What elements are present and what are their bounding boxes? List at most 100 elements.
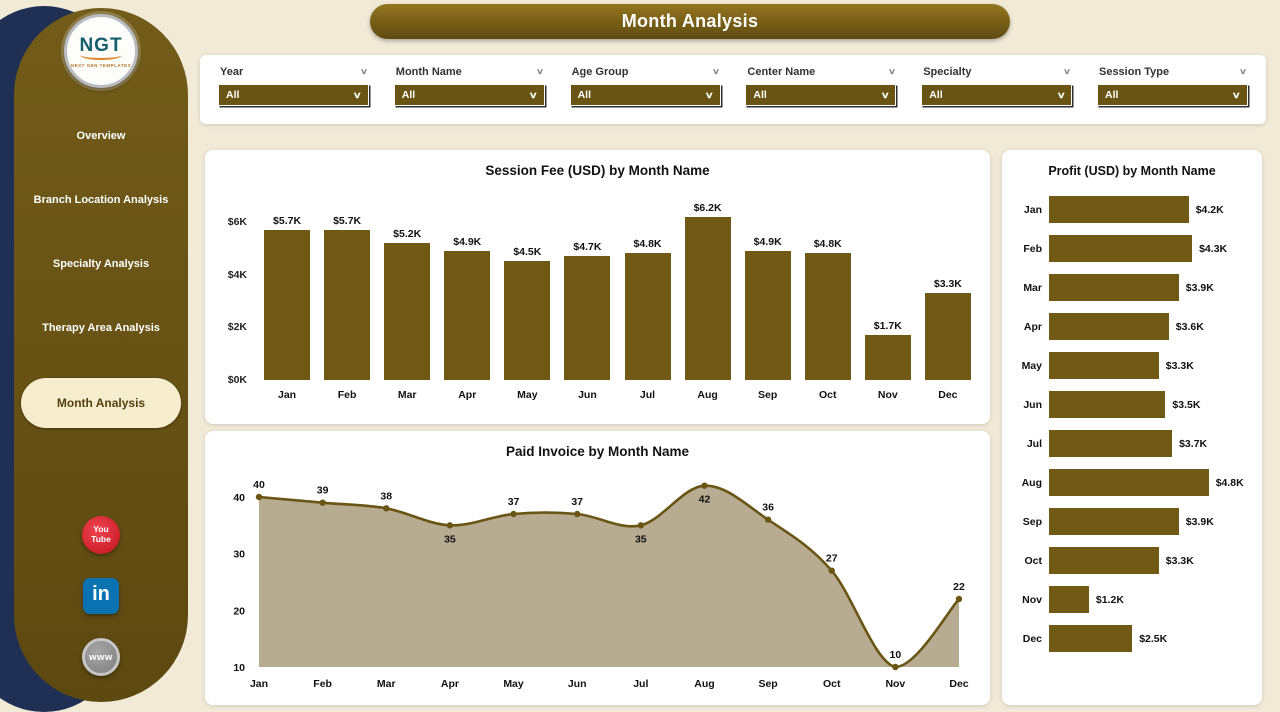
bar[interactable]: [1049, 469, 1209, 496]
point-value-label: 35: [635, 533, 647, 545]
bar[interactable]: [744, 250, 791, 380]
chevron-down-icon[interactable]: ∨: [1238, 67, 1248, 76]
bar[interactable]: [1049, 352, 1159, 379]
chevron-down-icon[interactable]: ∨: [528, 89, 539, 100]
x-axis-label: Oct: [823, 678, 841, 690]
y-tick-label: $0K: [227, 374, 247, 386]
data-point[interactable]: [892, 663, 899, 671]
logo-subtext: NEXT GEN TEMPLATES: [70, 62, 132, 68]
x-axis-label: Jun: [578, 389, 597, 401]
data-point[interactable]: [573, 510, 581, 518]
bar[interactable]: [384, 242, 431, 380]
sidebar-item-specialty-analysis[interactable]: Specialty Analysis: [52, 258, 150, 271]
data-point[interactable]: [828, 567, 835, 574]
bar-column-sep: $4.9K Sep: [738, 236, 798, 401]
bar[interactable]: [1049, 430, 1173, 457]
bar[interactable]: [684, 216, 731, 380]
bar-value-label: $6.2K: [693, 201, 722, 214]
data-point[interactable]: [255, 493, 263, 501]
filter-dropdown[interactable]: All ∨: [218, 84, 369, 106]
bar[interactable]: [804, 253, 851, 380]
data-point[interactable]: [701, 482, 708, 489]
sidebar-item-overview[interactable]: Overview: [76, 130, 126, 143]
bar[interactable]: [624, 253, 671, 380]
x-axis-label: Sep: [758, 678, 777, 690]
data-point[interactable]: [446, 522, 454, 529]
bar[interactable]: [924, 293, 971, 380]
bar-column-oct: $4.8K Oct: [798, 238, 858, 401]
y-tick-label: $6K: [227, 215, 247, 228]
bar-value-label: $2.5K: [1139, 632, 1168, 645]
profit-row-nov: Nov $1.2K: [1014, 580, 1256, 619]
point-value-label: 38: [380, 490, 392, 502]
data-point[interactable]: [383, 505, 390, 512]
bar[interactable]: [1049, 508, 1179, 535]
filter-value: All: [226, 89, 240, 101]
bar[interactable]: [1049, 313, 1169, 340]
sidebar-item-branch-location-analysis[interactable]: Branch Location Analysis: [33, 194, 169, 207]
bar-value-label: $4.5K: [513, 246, 542, 259]
bar-value-label: $5.7K: [273, 214, 302, 227]
y-tick-label: 30: [233, 549, 245, 561]
data-point[interactable]: [510, 510, 517, 518]
bar[interactable]: [1049, 586, 1089, 613]
filter-dropdown[interactable]: All ∨: [745, 84, 897, 106]
point-value-label: 40: [253, 479, 265, 491]
bar[interactable]: [1049, 196, 1189, 223]
bar-column-nov: $1.7K Nov: [858, 320, 918, 401]
bar-value-label: $3.3K: [1165, 359, 1194, 372]
chevron-down-icon[interactable]: ∨: [880, 89, 890, 100]
chevron-down-icon[interactable]: ∨: [704, 89, 714, 100]
linkedin-icon[interactable]: in: [83, 578, 119, 614]
sidebar-item-therapy-area-analysis[interactable]: Therapy Area Analysis: [42, 322, 160, 335]
bar[interactable]: [1049, 274, 1179, 301]
filter-center-name: Center Name ∨ All ∨: [745, 66, 897, 124]
bar[interactable]: [1049, 391, 1166, 418]
y-axis-label: Apr: [1023, 320, 1042, 333]
filter-value: All: [929, 89, 943, 101]
x-axis-label: Feb: [313, 678, 332, 690]
filter-dropdown[interactable]: All ∨: [569, 84, 721, 106]
bar-column-dec: $3.3K Dec: [918, 278, 978, 401]
profit-row-sep: Sep $3.9K: [1014, 502, 1256, 541]
filter-dropdown[interactable]: All ∨: [393, 84, 545, 106]
y-axis: $0K $2K $4K $6K: [215, 206, 251, 386]
filter-dropdown[interactable]: All ∨: [921, 84, 1073, 106]
data-point[interactable]: [637, 522, 645, 529]
bar-value-label: $3.3K: [933, 278, 962, 290]
bar[interactable]: [504, 261, 551, 380]
website-icon[interactable]: www: [82, 638, 120, 676]
bar[interactable]: [1049, 625, 1133, 652]
logo-swoosh-icon: [80, 50, 122, 60]
page-title: Month Analysis: [370, 4, 1010, 39]
data-point[interactable]: [319, 499, 326, 506]
y-tick-label: $2K: [227, 321, 247, 334]
youtube-icon[interactable]: You Tube: [82, 516, 120, 554]
chevron-down-icon[interactable]: ∨: [887, 67, 896, 76]
x-axis-label: Jun: [568, 678, 587, 690]
chevron-down-icon[interactable]: ∨: [711, 67, 720, 76]
chevron-down-icon[interactable]: ∨: [353, 89, 363, 100]
bar[interactable]: [444, 250, 491, 380]
bar[interactable]: [264, 229, 311, 380]
chevron-down-icon[interactable]: ∨: [1232, 89, 1242, 100]
point-value-label: 42: [699, 494, 711, 506]
point-value-label: 35: [444, 533, 456, 545]
sidebar-item-month-analysis[interactable]: Month Analysis: [21, 378, 181, 428]
bar[interactable]: [324, 229, 371, 380]
page-title-text: Month Analysis: [621, 11, 759, 31]
filter-dropdown[interactable]: All ∨: [1096, 84, 1248, 106]
bar-column-mar: $5.2K Mar: [377, 228, 437, 401]
sidebar-nav: Overview Branch Location Analysis Specialt…: [14, 122, 188, 428]
bar[interactable]: [864, 335, 911, 380]
data-point[interactable]: [764, 516, 772, 523]
data-point[interactable]: [955, 595, 963, 603]
chevron-down-icon[interactable]: ∨: [535, 67, 544, 76]
bar[interactable]: [564, 256, 611, 380]
y-axis-label: Oct: [1024, 554, 1042, 567]
bar[interactable]: [1049, 547, 1159, 574]
bar[interactable]: [1049, 235, 1193, 262]
chevron-down-icon[interactable]: ∨: [359, 67, 369, 76]
chevron-down-icon[interactable]: ∨: [1056, 89, 1066, 100]
chevron-down-icon[interactable]: ∨: [1063, 67, 1072, 76]
